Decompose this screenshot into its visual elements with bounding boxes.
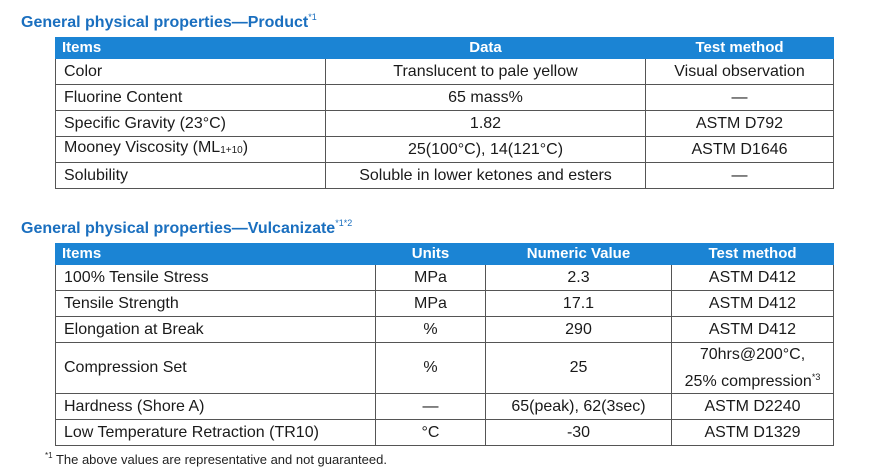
value-cell: 2.3 <box>485 264 672 291</box>
data-cell: 25(100°C), 14(121°C) <box>325 136 646 163</box>
table-row: Fluorine Content 65 mass% — <box>55 84 834 111</box>
method-line-1: 70hrs@200°C, <box>699 345 806 363</box>
product-header-row: Items Data Test method <box>55 37 834 59</box>
table-row: Elongation at Break % 290 ASTM D412 <box>55 316 834 343</box>
method-cell: ASTM D1329 <box>671 419 834 446</box>
units-cell: — <box>375 393 486 420</box>
vulcanizate-section-title: General physical properties—Vulcanizate*… <box>21 218 352 238</box>
method-cell: ASTM D2240 <box>671 393 834 420</box>
method-cell: ASTM D1646 <box>645 136 834 163</box>
units-cell: °C <box>375 419 486 446</box>
units-cell: % <box>375 342 486 394</box>
method-cell: ASTM D412 <box>671 316 834 343</box>
units-cell: MPa <box>375 290 486 317</box>
vulcanizate-properties-table: Items Units Numeric Value Test method 10… <box>55 243 834 446</box>
value-cell: 65(peak), 62(3sec) <box>485 393 672 420</box>
method-cell: — <box>645 84 834 111</box>
item-cell: Specific Gravity (23°C) <box>55 110 326 137</box>
footnote-text: The above values are representative and … <box>52 452 387 467</box>
header-units: Units <box>375 243 486 265</box>
method-cell: ASTM D412 <box>671 264 834 291</box>
product-title-note: *1 <box>308 12 317 22</box>
header-test-method: Test method <box>645 37 834 59</box>
table-row: Compression Set % 25 70hrs@200°C, 25% co… <box>55 342 834 394</box>
item-cell: Low Temperature Retraction (TR10) <box>55 419 376 446</box>
product-section-title: General physical properties—Product*1 <box>21 12 317 32</box>
header-numeric-value: Numeric Value <box>485 243 672 265</box>
item-text: Mooney Viscosity (ML <box>64 139 221 156</box>
method-cell: Visual observation <box>645 58 834 85</box>
header-items: Items <box>55 37 326 59</box>
item-cell: 100% Tensile Stress <box>55 264 376 291</box>
item-cell: Elongation at Break <box>55 316 376 343</box>
vulcanizate-title-text: General physical properties—Vulcanizate <box>21 220 336 237</box>
item-cell: Solubility <box>55 162 326 189</box>
table-row: Specific Gravity (23°C) 1.82 ASTM D792 <box>55 110 834 137</box>
item-cell: Tensile Strength <box>55 290 376 317</box>
table-row: Hardness (Shore A) — 65(peak), 62(3sec) … <box>55 393 834 420</box>
units-cell: % <box>375 316 486 343</box>
data-cell: 1.82 <box>325 110 646 137</box>
data-cell: 65 mass% <box>325 84 646 111</box>
item-subscript: 1+10 <box>220 145 243 156</box>
product-title-text: General physical properties—Product <box>21 14 309 31</box>
table-row: Low Temperature Retraction (TR10) °C -30… <box>55 419 834 446</box>
item-cell: Hardness (Shore A) <box>55 393 376 420</box>
table-row: Solubility Soluble in lower ketones and … <box>55 162 834 189</box>
method-cell: ASTM D792 <box>645 110 834 137</box>
data-cell: Soluble in lower ketones and esters <box>325 162 646 189</box>
header-data: Data <box>325 37 646 59</box>
header-test-method: Test method <box>671 243 834 265</box>
units-cell: MPa <box>375 264 486 291</box>
method-cell: 70hrs@200°C, 25% compression*3 <box>671 342 834 394</box>
value-cell: -30 <box>485 419 672 446</box>
value-cell: 17.1 <box>485 290 672 317</box>
table-row: Mooney Viscosity (ML1+10) 25(100°C), 14(… <box>55 136 834 163</box>
header-items: Items <box>55 243 376 265</box>
vulcanizate-header-row: Items Units Numeric Value Test method <box>55 243 834 265</box>
table-row: Tensile Strength MPa 17.1 ASTM D412 <box>55 290 834 317</box>
method-cell: ASTM D412 <box>671 290 834 317</box>
table-row: Color Translucent to pale yellow Visual … <box>55 58 834 85</box>
method-cell: — <box>645 162 834 189</box>
item-cell: Color <box>55 58 326 85</box>
footnote: *1 The above values are representative a… <box>45 451 387 467</box>
value-cell: 290 <box>485 316 672 343</box>
vulcanizate-title-note: *1*2 <box>335 218 353 228</box>
item-text-end: ) <box>242 139 249 156</box>
table-row: 100% Tensile Stress MPa 2.3 ASTM D412 <box>55 264 834 291</box>
footnote-mark: *1 <box>45 451 53 460</box>
data-cell: Translucent to pale yellow <box>325 58 646 85</box>
value-cell: 25 <box>485 342 672 394</box>
method-note: *3 <box>811 371 821 382</box>
product-properties-table: Items Data Test method Color Translucent… <box>55 37 834 189</box>
item-cell: Fluorine Content <box>55 84 326 111</box>
item-cell: Compression Set <box>55 342 376 394</box>
method-line-2: 25% compression <box>684 372 812 390</box>
item-cell: Mooney Viscosity (ML1+10) <box>55 136 326 163</box>
